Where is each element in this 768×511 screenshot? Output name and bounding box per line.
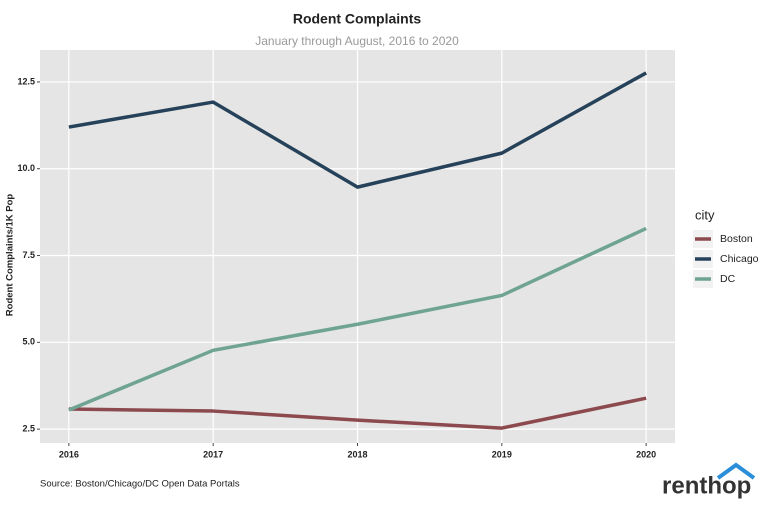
y-tick-label: 10.0 bbox=[17, 163, 35, 173]
legend-label: Boston bbox=[720, 233, 753, 245]
chart-title: Rodent Complaints bbox=[293, 11, 422, 27]
y-tick-label: 5.0 bbox=[22, 337, 35, 347]
legend-label: Chicago bbox=[720, 253, 759, 265]
y-tick-label: 12.5 bbox=[17, 76, 35, 86]
logo-roof bbox=[716, 462, 756, 480]
y-tick-label: 7.5 bbox=[22, 250, 35, 260]
series-line bbox=[68, 226, 647, 412]
y-tick-label: 2.5 bbox=[22, 423, 35, 433]
series-line bbox=[68, 396, 647, 430]
source: Source: Boston/Chicago/DC Open Data Port… bbox=[40, 479, 240, 490]
legend-label: DC bbox=[720, 273, 736, 285]
y-axis-label: Rodent Complaints/1K Pop bbox=[5, 194, 16, 317]
x-tick-label: 2017 bbox=[203, 449, 223, 459]
x-tick-label: 2019 bbox=[492, 449, 512, 459]
x-tick-label: 2018 bbox=[347, 449, 367, 459]
brand-logo: renthop bbox=[662, 472, 751, 499]
x-tick-label: 2020 bbox=[636, 449, 656, 459]
chart-subtitle: January through August, 2016 to 2020 bbox=[255, 34, 459, 48]
x-tick-label: 2016 bbox=[59, 449, 79, 459]
legend-title: city bbox=[695, 207, 715, 222]
series-line bbox=[68, 71, 647, 189]
